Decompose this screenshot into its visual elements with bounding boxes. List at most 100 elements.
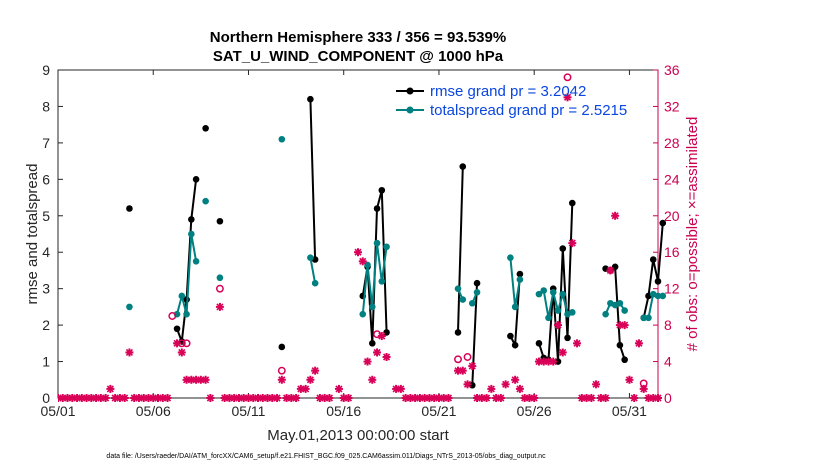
star-stroke: [516, 385, 524, 393]
rmse-point: [473, 279, 481, 287]
rmse-point: [454, 329, 462, 336]
totalspread-point: [454, 285, 462, 292]
star-stroke: [497, 394, 505, 402]
assimilated-obs-marker: [292, 394, 301, 402]
rmse-line: [457, 166, 464, 333]
y-axis-label: rmse and totalspread: [24, 164, 41, 305]
chart-title: Northern Hemisphere 333 / 356 = 93.539%: [210, 29, 506, 46]
star-stroke: [368, 376, 376, 384]
y-right-tick-label: 12: [664, 281, 680, 297]
totalspread-line: [538, 288, 573, 318]
totalspread-point: [459, 296, 467, 303]
rmse-point: [173, 325, 181, 333]
assimilated-obs-marker: [301, 384, 310, 393]
assimilated-obs-marker: [120, 394, 129, 402]
ticks: 05/01 05/06 05/11 05/16 05/21 05/26 05/3101234…: [40, 62, 679, 419]
assimilated-obs-marker: [568, 239, 577, 248]
assimilated-obs-marker: [482, 394, 491, 402]
star-stroke: [568, 239, 576, 247]
y-right-tick-label: 20: [664, 208, 680, 224]
rmse-point: [616, 341, 624, 349]
legend-spread-marker: [406, 106, 414, 114]
y-tick-label: 4: [42, 244, 50, 260]
star-stroke: [397, 385, 405, 393]
legend-rmse-text: rmse grand pr = 3.2042: [430, 83, 586, 100]
assimilated-obs-marker: [563, 93, 572, 102]
footnote: data file: /Users/raeder/DAI/ATM_forcXX/…: [106, 453, 546, 460]
star-stroke: [106, 385, 114, 393]
star-stroke: [325, 394, 333, 402]
star-stroke: [511, 376, 519, 384]
assimilated-obs-marker: [206, 394, 215, 402]
star-stroke: [487, 385, 495, 393]
star-stroke: [630, 394, 638, 402]
possible-obs-marker: [463, 353, 472, 361]
totalspread-point: [311, 279, 319, 287]
assimilated-obs-marker: [273, 394, 282, 402]
assimilated-obs-marker: [325, 394, 334, 402]
rmse-point: [307, 95, 314, 103]
star-stroke: [502, 380, 510, 388]
assimilated-obs-marker: [515, 384, 524, 393]
totalspread-point: [183, 310, 190, 318]
rmse-point: [373, 205, 381, 212]
assimilated-obs-marker: [501, 380, 510, 389]
star-stroke: [611, 212, 619, 220]
assimilated-obs-marker: [373, 348, 382, 357]
star-stroke: [549, 357, 557, 366]
totalspread-point: [535, 290, 543, 298]
assimilated-obs-marker: [177, 348, 186, 357]
possible-obs-marker: [168, 312, 177, 320]
totalspread-point: [378, 278, 386, 285]
legend-spread-text: totalspread grand pr = 2.5215: [430, 102, 627, 119]
rmse-point: [278, 343, 286, 351]
star-stroke: [373, 348, 381, 357]
assimilated-obs-marker: [358, 257, 367, 266]
assimilated-obs-marker: [620, 321, 629, 330]
legend: rmse grand pr = 3.2042 totalspread grand…: [396, 83, 627, 119]
assimilated-obs-marker: [654, 394, 662, 402]
rmse-point: [202, 125, 209, 132]
rmse-point: [659, 219, 666, 227]
star-stroke: [102, 394, 110, 402]
rmse-point: [192, 176, 200, 183]
assimilated-obs-marker: [173, 339, 182, 348]
star-stroke: [173, 339, 181, 347]
totalspread-point: [645, 314, 652, 322]
y-right-tick-label: 4: [664, 354, 672, 370]
assimilated-obs-marker: [463, 380, 472, 389]
totalspread-point: [216, 274, 224, 282]
totalspread-point: [507, 254, 514, 261]
assimilated-obs-marker: [601, 394, 610, 402]
x-tick-label: 05/06: [136, 403, 171, 419]
rmse-point: [564, 334, 571, 342]
rmse-point: [216, 217, 224, 225]
star-stroke: [335, 385, 343, 393]
star-stroke: [468, 362, 476, 370]
star-stroke: [344, 394, 353, 402]
star-stroke: [163, 394, 172, 402]
rmse-point: [378, 186, 386, 194]
star-stroke: [306, 376, 314, 384]
assimilated-obs-marker: [625, 375, 634, 384]
y-tick-label: 8: [42, 98, 50, 114]
y-right-tick-label: 28: [664, 135, 680, 151]
star-stroke: [621, 321, 629, 329]
possible-obs-marker: [215, 284, 224, 293]
star-stroke: [216, 303, 224, 311]
totalspread-point: [126, 303, 133, 311]
totalspread-line: [361, 242, 388, 315]
rmse-point: [188, 216, 195, 223]
rmse-point: [554, 358, 562, 365]
rmse-point: [535, 340, 543, 347]
assimilated-obs-marker: [587, 394, 596, 402]
totalspread-point: [559, 290, 567, 298]
totalspread-point: [640, 314, 648, 322]
y-tick-label: 1: [42, 354, 50, 370]
chart-subtitle: SAT_U_WIND_COMPONENT @ 1000 hPa: [213, 48, 504, 65]
possible-obs-marker: [563, 73, 572, 82]
star-stroke: [273, 394, 281, 402]
star-stroke: [640, 385, 648, 393]
y-tick-label: 7: [42, 135, 50, 151]
assimilated-obs-marker: [487, 384, 496, 393]
